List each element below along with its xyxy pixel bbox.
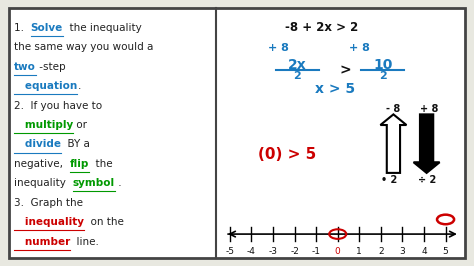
Text: >: > (339, 64, 351, 77)
Text: on the: on the (84, 217, 124, 227)
Text: 2: 2 (378, 247, 383, 256)
Text: or: or (73, 120, 88, 130)
Text: negative,: negative, (14, 159, 70, 169)
Text: -step: -step (36, 62, 66, 72)
Text: 0: 0 (335, 247, 341, 256)
Text: 10: 10 (373, 58, 392, 72)
Text: 1.: 1. (14, 23, 31, 33)
Text: + 8: + 8 (268, 43, 289, 53)
Text: symbol: symbol (73, 178, 115, 188)
Text: inequality: inequality (14, 217, 84, 227)
Text: divide: divide (14, 139, 61, 149)
Text: BY a: BY a (61, 139, 90, 149)
Text: • 2: • 2 (381, 174, 397, 185)
Text: two: two (14, 62, 36, 72)
Text: .: . (115, 178, 121, 188)
Text: 1: 1 (356, 247, 362, 256)
Text: line.: line. (71, 236, 100, 247)
Text: equation: equation (14, 81, 77, 91)
Text: -3: -3 (269, 247, 277, 256)
Text: x > 5: x > 5 (315, 82, 356, 96)
Text: the: the (89, 159, 113, 169)
Text: 2x: 2x (288, 58, 307, 72)
Text: Solve: Solve (31, 23, 63, 33)
Text: ÷ 2: ÷ 2 (419, 174, 437, 185)
Text: the inequality: the inequality (63, 23, 142, 33)
Text: + 8: + 8 (420, 104, 438, 114)
Text: 5: 5 (443, 247, 448, 256)
Text: + 8: + 8 (348, 43, 370, 53)
Text: 3: 3 (400, 247, 405, 256)
Text: 2.  If you have to: 2. If you have to (14, 101, 102, 111)
Text: 2: 2 (379, 71, 387, 81)
Text: -2: -2 (290, 247, 299, 256)
Text: multiply: multiply (14, 120, 73, 130)
Text: (0) > 5: (0) > 5 (258, 147, 317, 162)
Text: number: number (14, 236, 71, 247)
Text: -8 + 2x > 2: -8 + 2x > 2 (284, 22, 358, 34)
FancyArrow shape (380, 114, 406, 173)
Text: - 8: - 8 (386, 104, 401, 114)
Text: -1: -1 (312, 247, 320, 256)
Text: 2: 2 (293, 71, 301, 81)
Text: -4: -4 (247, 247, 256, 256)
Text: flip: flip (70, 159, 89, 169)
FancyArrow shape (413, 114, 439, 173)
Text: inequality: inequality (14, 178, 73, 188)
Text: 3.  Graph the: 3. Graph the (14, 198, 83, 208)
Text: the same way you would a: the same way you would a (14, 42, 154, 52)
Text: 4: 4 (421, 247, 427, 256)
Text: -5: -5 (226, 247, 234, 256)
Text: .: . (77, 81, 81, 91)
